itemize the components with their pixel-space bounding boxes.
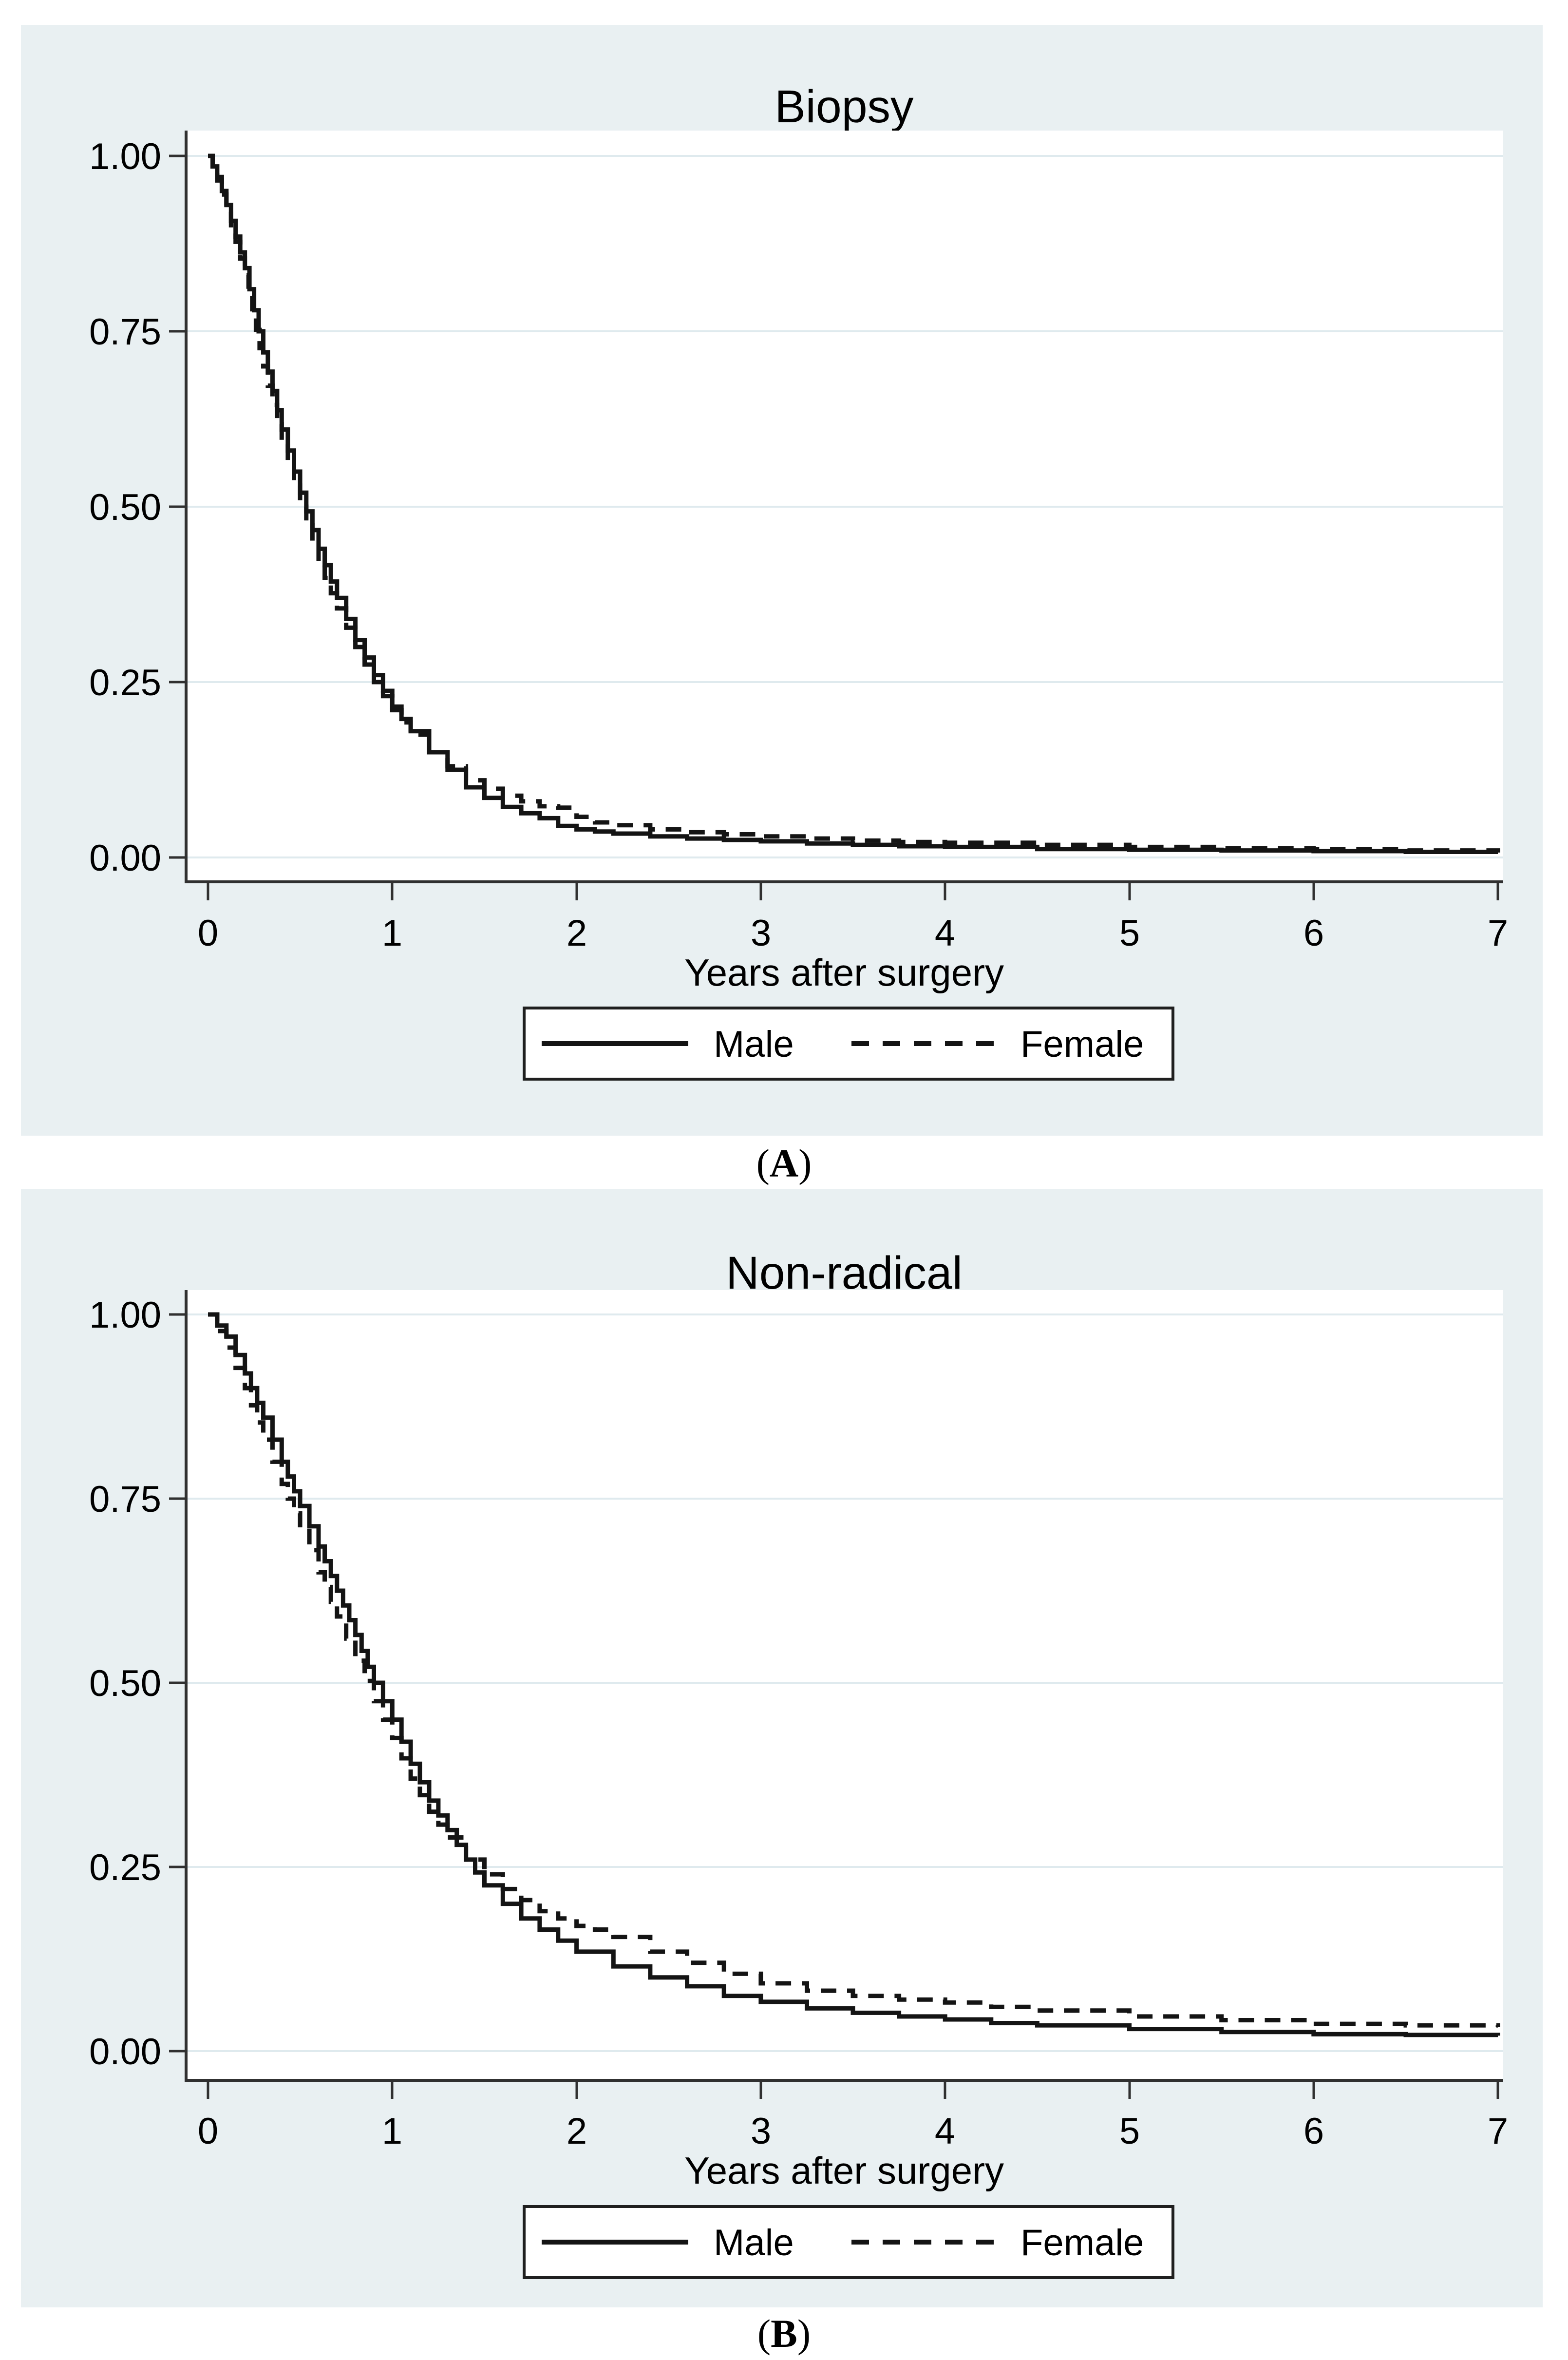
x-tick-label: 6 [1304,2111,1324,2152]
x-tick-label: 2 [567,2111,587,2152]
legend-female-label: Female [1020,1024,1144,1065]
legend-female-label: Female [1020,2222,1144,2264]
x-tick-label: 6 [1304,913,1324,954]
legend: Male Female [523,2205,1174,2279]
gridlines [187,1313,1503,2052]
female-curve [208,1312,1500,2028]
y-tick-label: 0.25 [89,662,161,704]
y-tick-labels: 1.00 0.75 0.50 0.25 0.00 [89,1294,161,2073]
x-tick-label: 1 [382,913,402,954]
y-tick-label: 0.75 [89,311,161,353]
chart-title: Biopsy [775,81,914,133]
x-tick-label: 4 [935,913,955,954]
biopsy-chart: Biopsy 1.00 0.75 0.50 0.25 0.00 [89,81,1508,1081]
legend: Male Female [523,1007,1174,1081]
panel-b-caption: (B) [0,2309,1568,2358]
x-tick-label: 5 [1119,913,1140,954]
y-tick-labels: 1.00 0.75 0.50 0.25 0.00 [89,136,161,879]
plot-area [185,1290,1503,2081]
panel-a-caption: (A) [0,1139,1568,1188]
y-tick-label: 0.00 [89,837,161,879]
caption-letter: A [769,1141,799,1185]
y-axis [169,1290,188,2081]
x-axis [185,2079,1503,2099]
y-tick-label: 0.50 [89,1663,161,1704]
legend-male-label: Male [714,1024,794,1065]
non-radical-chart: Non-radical 1.00 0.75 0.50 0.25 0.00 [89,1247,1508,2279]
gridlines [187,155,1503,858]
x-tick-label: 0 [198,2111,218,2152]
x-axis-title: Years after surgery [684,951,1004,994]
caption-paren: ) [797,2311,811,2356]
caption-letter: B [771,2311,797,2356]
x-tick-label: 3 [751,913,771,954]
x-tick-label: 7 [1488,2111,1508,2152]
y-tick-label: 0.75 [89,1479,161,1520]
caption-paren: ( [756,1141,770,1185]
y-tick-label: 0.25 [89,1847,161,1888]
x-tick-labels: 0 1 2 3 4 5 6 7 [198,2111,1508,2152]
x-tick-label: 1 [382,2111,402,2152]
x-tick-label: 4 [935,2111,955,2152]
figure-panel-non-radical: Non-radical 1.00 0.75 0.50 0.25 0.00 [21,1189,1543,2307]
x-tick-label: 3 [751,2111,771,2152]
x-axis-title: Years after surgery [684,2149,1004,2192]
y-tick-label: 0.50 [89,487,161,528]
y-tick-label: 1.00 [89,1294,161,1336]
x-axis [185,880,1503,900]
male-curve [208,1312,1500,2037]
x-tick-label: 5 [1119,2111,1140,2152]
y-axis [169,131,188,883]
caption-paren: ( [757,2311,771,2356]
y-tick-label: 1.00 [89,136,161,177]
legend-male-label: Male [714,2222,794,2264]
female-curve [208,153,1500,853]
caption-paren: ) [798,1141,812,1185]
figure-panel-biopsy: Biopsy 1.00 0.75 0.50 0.25 0.00 [21,25,1543,1136]
x-tick-labels: 0 1 2 3 4 5 6 7 [198,913,1508,954]
y-tick-label: 0.00 [89,2031,161,2073]
x-tick-label: 0 [198,913,218,954]
x-tick-label: 7 [1488,913,1508,954]
x-tick-label: 2 [567,913,587,954]
